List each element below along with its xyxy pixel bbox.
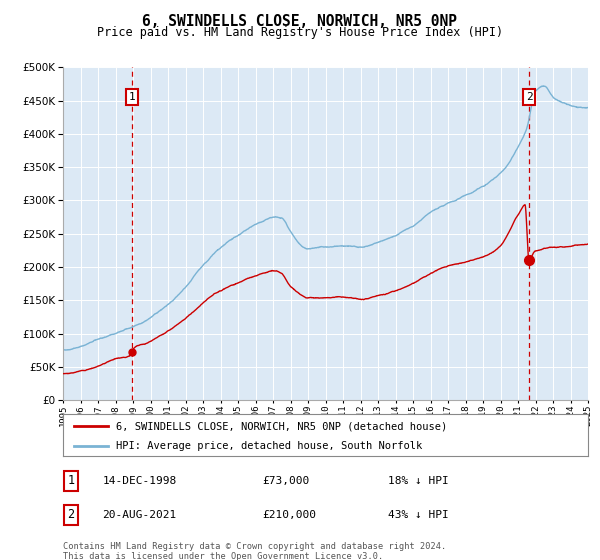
Text: Contains HM Land Registry data © Crown copyright and database right 2024.
This d: Contains HM Land Registry data © Crown c…	[63, 542, 446, 560]
Text: 1: 1	[67, 474, 74, 487]
Text: Price paid vs. HM Land Registry's House Price Index (HPI): Price paid vs. HM Land Registry's House …	[97, 26, 503, 39]
Text: 20-AUG-2021: 20-AUG-2021	[103, 510, 176, 520]
Text: 6, SWINDELLS CLOSE, NORWICH, NR5 0NP (detached house): 6, SWINDELLS CLOSE, NORWICH, NR5 0NP (de…	[115, 421, 447, 431]
Text: £210,000: £210,000	[263, 510, 317, 520]
Text: HPI: Average price, detached house, South Norfolk: HPI: Average price, detached house, Sout…	[115, 441, 422, 451]
Text: 1: 1	[129, 92, 136, 102]
Text: £73,000: £73,000	[263, 476, 310, 486]
Text: 43% ↓ HPI: 43% ↓ HPI	[389, 510, 449, 520]
Text: 2: 2	[67, 508, 74, 521]
Text: 14-DEC-1998: 14-DEC-1998	[103, 476, 176, 486]
Text: 18% ↓ HPI: 18% ↓ HPI	[389, 476, 449, 486]
Text: 6, SWINDELLS CLOSE, NORWICH, NR5 0NP: 6, SWINDELLS CLOSE, NORWICH, NR5 0NP	[143, 14, 458, 29]
Text: 2: 2	[526, 92, 533, 102]
